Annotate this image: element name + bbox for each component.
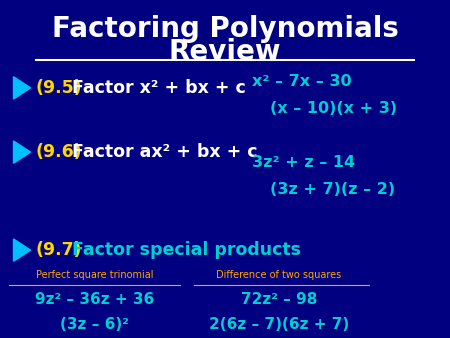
Text: (9.5): (9.5) (35, 79, 82, 97)
Text: Factor ax² + bx + c: Factor ax² + bx + c (66, 143, 257, 161)
Text: (3z + 7)(z – 2): (3z + 7)(z – 2) (270, 182, 395, 197)
Text: (9.7): (9.7) (35, 241, 81, 259)
Text: Perfect square trinomial: Perfect square trinomial (36, 270, 153, 281)
Text: Factoring Polynomials: Factoring Polynomials (52, 15, 398, 43)
Text: Review: Review (169, 39, 281, 66)
Polygon shape (14, 141, 31, 163)
Text: x² – 7x – 30: x² – 7x – 30 (252, 74, 351, 89)
Text: (9.6): (9.6) (35, 143, 82, 161)
Polygon shape (14, 77, 31, 99)
Text: 2(6z – 7)(6z + 7): 2(6z – 7)(6z + 7) (209, 317, 349, 332)
Text: Factor special products: Factor special products (66, 241, 301, 259)
Polygon shape (14, 239, 31, 261)
Text: 9z² – 36z + 36: 9z² – 36z + 36 (35, 292, 154, 307)
Text: 3z² + z – 14: 3z² + z – 14 (252, 155, 355, 170)
Text: Factor x² + bx + c: Factor x² + bx + c (66, 79, 245, 97)
Text: 72z² – 98: 72z² – 98 (241, 292, 317, 307)
Text: Difference of two squares: Difference of two squares (216, 270, 342, 281)
Text: (3z – 6)²: (3z – 6)² (60, 317, 129, 332)
Text: (x – 10)(x + 3): (x – 10)(x + 3) (270, 101, 397, 116)
